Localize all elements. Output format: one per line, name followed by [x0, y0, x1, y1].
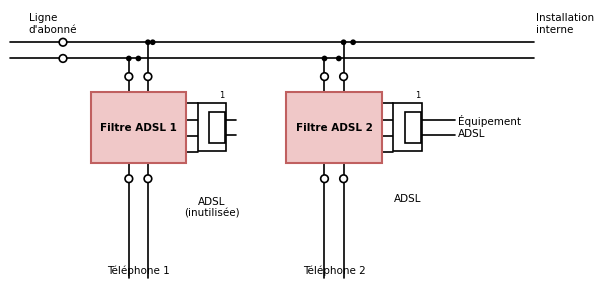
FancyBboxPatch shape [91, 92, 186, 164]
Text: Équipement
ADSL: Équipement ADSL [458, 116, 521, 139]
Text: Installation
interne: Installation interne [536, 13, 595, 35]
Circle shape [350, 40, 356, 45]
Bar [393, 103, 422, 151]
Circle shape [341, 40, 346, 45]
Text: Filtre ADSL 1: Filtre ADSL 1 [100, 123, 177, 133]
Text: Ligne
d'abonné: Ligne d'abonné [29, 13, 77, 35]
Bar [197, 103, 226, 151]
Text: 1: 1 [415, 92, 420, 100]
Circle shape [336, 56, 341, 61]
Circle shape [125, 175, 133, 182]
Circle shape [144, 175, 152, 182]
FancyBboxPatch shape [286, 92, 382, 164]
Text: Filtre ADSL 2: Filtre ADSL 2 [296, 123, 373, 133]
Circle shape [126, 56, 132, 61]
Circle shape [136, 56, 141, 61]
Circle shape [59, 55, 67, 62]
Text: ADSL: ADSL [394, 194, 421, 204]
Text: Téléphone 1: Téléphone 1 [107, 266, 170, 276]
Circle shape [144, 73, 152, 81]
Text: Téléphone 2: Téléphone 2 [302, 266, 365, 276]
Text: ADSL
(inutilisée): ADSL (inutilisée) [184, 197, 239, 219]
Bar [209, 112, 225, 143]
Circle shape [145, 40, 151, 45]
Text: 1: 1 [219, 92, 224, 100]
Circle shape [340, 73, 347, 81]
Circle shape [322, 56, 328, 61]
Circle shape [340, 175, 347, 182]
Circle shape [320, 175, 328, 182]
Circle shape [150, 40, 155, 45]
Circle shape [59, 38, 67, 46]
Circle shape [125, 73, 133, 81]
Circle shape [320, 73, 328, 81]
Bar [405, 112, 421, 143]
